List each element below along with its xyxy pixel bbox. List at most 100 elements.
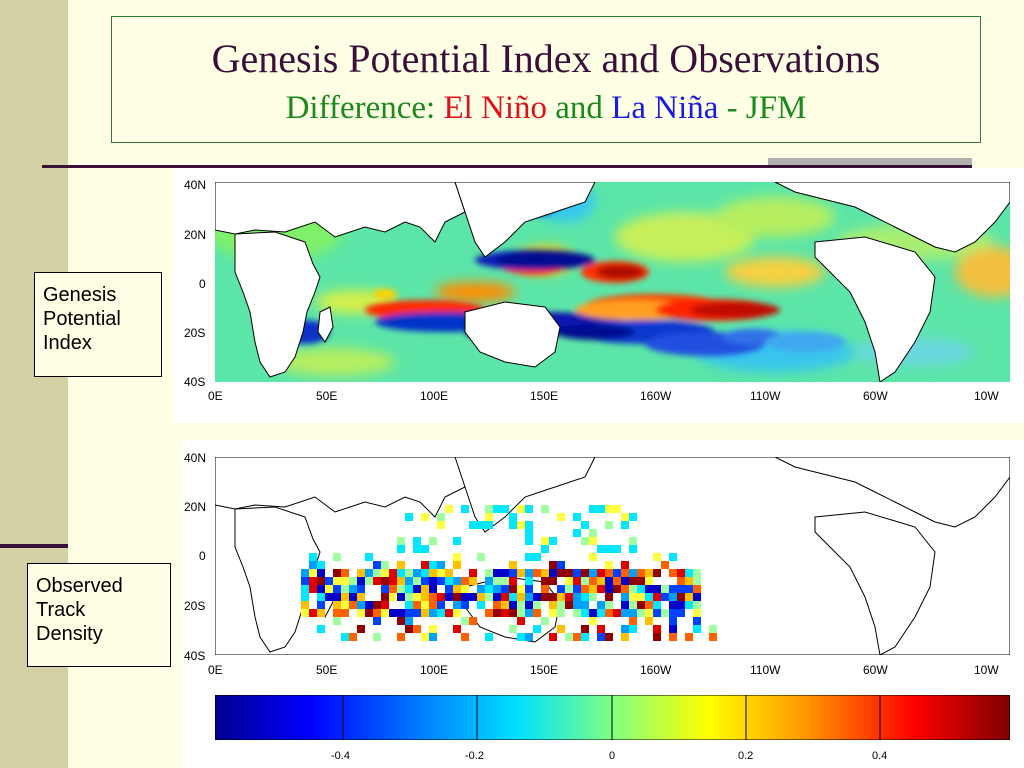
track-density-cell (533, 569, 541, 577)
track-density-cell (445, 577, 453, 585)
track-label-line: Density (36, 623, 103, 645)
track-density-cell (357, 569, 365, 577)
colorbar-tick: -0.4 (331, 750, 350, 762)
track-density-cell (597, 601, 605, 609)
track-density-cell (557, 585, 565, 593)
track-density-cell (301, 601, 309, 609)
track-density-cell (341, 601, 349, 609)
track-density-cell (621, 561, 629, 569)
track-density-cell (429, 577, 437, 585)
lon-tick: 100E (420, 389, 449, 403)
track-density-cell (317, 609, 325, 617)
track-density-cell (485, 633, 493, 641)
track-density-cell (381, 585, 389, 593)
track-density-cell (445, 569, 453, 577)
track-density-cell (381, 569, 389, 577)
lon-tick: 60W (863, 663, 888, 677)
track-density-cell (525, 553, 533, 561)
track-density-cell (421, 561, 429, 569)
track-density-cell (677, 577, 685, 585)
track-density-cell (629, 609, 637, 617)
track-density-cell (389, 609, 397, 617)
track-density-cell (309, 577, 317, 585)
track-density-cell (469, 569, 477, 577)
lon-tick: 50E (316, 389, 338, 403)
track-density-cell (493, 505, 501, 513)
track-density-cell (413, 585, 421, 593)
track-density-cell (645, 601, 653, 609)
lat-tick: 0 (199, 549, 206, 563)
track-density-cell (541, 593, 549, 601)
track-density-cell (405, 577, 413, 585)
lon-tick: 110W (750, 663, 781, 677)
track-density-cell (653, 593, 661, 601)
track-density-cell (597, 633, 605, 641)
track-label-box: Observed Track Density (27, 563, 171, 667)
track-density-cell (685, 577, 693, 585)
track-density-cell (517, 609, 525, 617)
track-density-cell (517, 601, 525, 609)
track-density-cell (509, 513, 517, 521)
track-density-cell (429, 609, 437, 617)
track-density-cell (605, 569, 613, 577)
track-density-cell (653, 625, 661, 633)
track-density-cell (445, 593, 453, 601)
track-density-cell (693, 601, 701, 609)
track-density-cell (461, 617, 469, 625)
track-density-cell (637, 609, 645, 617)
track-density-cell (621, 585, 629, 593)
track-density-cell (621, 577, 629, 585)
track-density-cell (573, 601, 581, 609)
track-density-cell (333, 585, 341, 593)
lon-tick: 0E (208, 389, 223, 403)
track-density-cell (397, 561, 405, 569)
track-density-cell (509, 569, 517, 577)
track-density-cell (533, 553, 541, 561)
track-density-cell (653, 609, 661, 617)
track-density-cell (349, 601, 357, 609)
track-density-cell (421, 609, 429, 617)
track-density-cell (693, 609, 701, 617)
track-density-cell (637, 585, 645, 593)
track-density-cell (613, 585, 621, 593)
lat-tick: 20N (184, 500, 207, 514)
track-density-cell (485, 585, 493, 593)
gpi-label-line: Genesis (43, 284, 117, 306)
track-density-cell (525, 569, 533, 577)
track-density-cell (605, 593, 613, 601)
track-density-cell (493, 601, 501, 609)
track-density-cell (301, 585, 309, 593)
track-density-cell (589, 505, 597, 513)
track-density-cell (597, 609, 605, 617)
track-density-cell (397, 569, 405, 577)
track-density-cell (581, 609, 589, 617)
coast-africa (234, 506, 321, 653)
track-density-cell (413, 537, 421, 545)
track-density-cell (333, 553, 341, 561)
track-density-cell (357, 577, 365, 585)
track-density-cell (557, 625, 565, 633)
track-density-cell (317, 625, 325, 633)
track-density-cell (381, 593, 389, 601)
track-density-cell (589, 553, 597, 561)
track-density-cell (357, 625, 365, 633)
track-density-cell (637, 569, 645, 577)
track-density-cell (685, 593, 693, 601)
track-density-cell (333, 609, 341, 617)
track-density-cell (677, 601, 685, 609)
track-density-cell (405, 593, 413, 601)
track-density-cell (621, 633, 629, 641)
track-density-cell (693, 585, 701, 593)
track-density-cell (501, 593, 509, 601)
subtitle-and: and (547, 90, 612, 126)
colorbar-tick: 0.4 (872, 750, 888, 762)
track-density-cell (445, 609, 453, 617)
track-density-cell (437, 593, 445, 601)
track-density-cell (397, 585, 405, 593)
track-density-cell (597, 505, 605, 513)
gpi-label-line: Index (43, 332, 92, 354)
track-density-cell (669, 601, 677, 609)
track-density-cell (549, 577, 557, 585)
track-density-cell (349, 585, 357, 593)
track-density-cell (317, 569, 325, 577)
